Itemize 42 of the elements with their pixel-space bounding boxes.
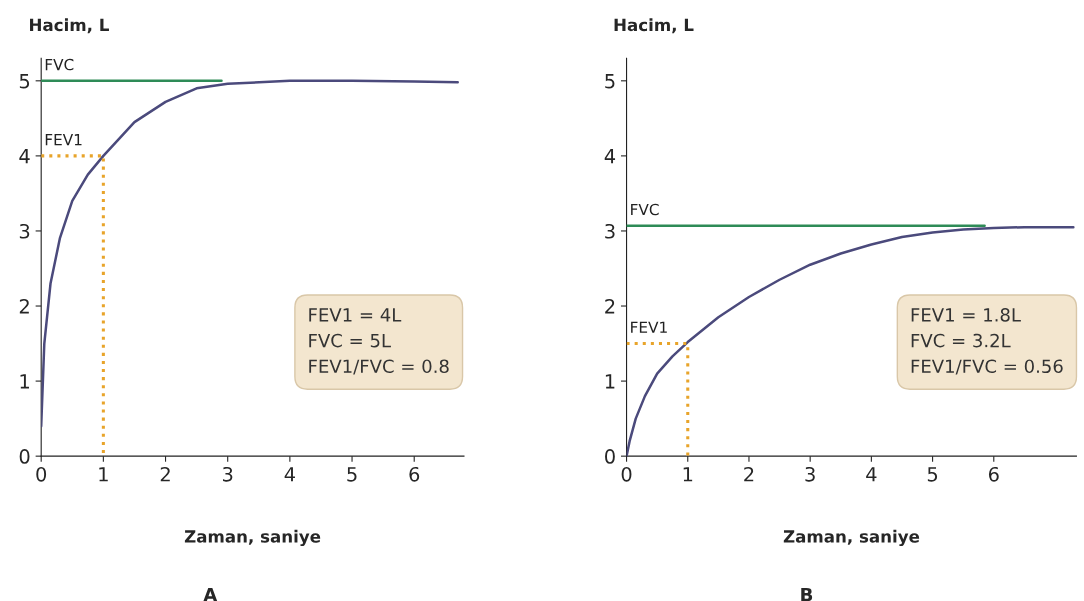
x-axis-title: Zaman, saniye xyxy=(184,529,321,547)
y-tick-label: 3 xyxy=(19,223,30,239)
y-tick-label: 2 xyxy=(605,298,615,314)
y-tick-label: 5 xyxy=(19,74,30,89)
text: B xyxy=(801,588,813,601)
annotation: FEV1/FVC = 0.8 xyxy=(309,359,449,375)
x-tick-label: 2 xyxy=(160,466,170,482)
y-tick-label: 3 xyxy=(605,223,615,239)
y-tick-label: 2 xyxy=(19,298,29,314)
y-tick-label: 0 xyxy=(19,449,30,464)
x-tick-label: 4 xyxy=(284,467,295,482)
x-tick-label: 3 xyxy=(805,466,815,482)
series-label: FVC xyxy=(45,58,74,71)
x-tick-label: 5 xyxy=(927,467,938,482)
annotation: FEV1 = 4L xyxy=(309,308,402,322)
x-tick-label: 6 xyxy=(409,466,420,482)
series-label: FVC xyxy=(631,203,659,216)
annotation: FEV1/FVC = 0.56 xyxy=(911,359,1063,375)
x-tick-label: 0 xyxy=(36,466,47,482)
x-tick-label: 2 xyxy=(744,466,754,482)
y-tick-label: 5 xyxy=(605,74,615,89)
series-label: FEV1 xyxy=(45,134,82,146)
y-tick-label: 1 xyxy=(605,374,615,389)
y-axis-title: Hacim, L xyxy=(30,18,109,34)
x-tick-label: 5 xyxy=(347,467,357,482)
annotation: FVC = 5L xyxy=(309,333,391,348)
x-tick-label: 6 xyxy=(988,466,999,482)
y-axis-title: Hacim, L xyxy=(614,18,694,34)
x-axis-title: Zaman, saniye xyxy=(783,529,920,547)
series-label: FEV1 xyxy=(631,321,667,333)
y-tick-label: 4 xyxy=(19,149,30,164)
x-tick-label: 4 xyxy=(866,467,877,482)
x-tick-label: 0 xyxy=(621,466,632,482)
x-tick-label: 3 xyxy=(223,466,233,482)
x-tick-label: 1 xyxy=(99,467,108,482)
annotation: FEV1 = 1.8L xyxy=(911,308,1021,322)
x-tick-label: 1 xyxy=(683,467,693,482)
y-tick-label: 4 xyxy=(604,149,616,164)
text: A xyxy=(203,588,218,601)
annotation: FVC = 3.2L xyxy=(911,333,1011,348)
y-tick-label: 0 xyxy=(605,449,615,464)
y-tick-label: 1 xyxy=(20,374,29,389)
